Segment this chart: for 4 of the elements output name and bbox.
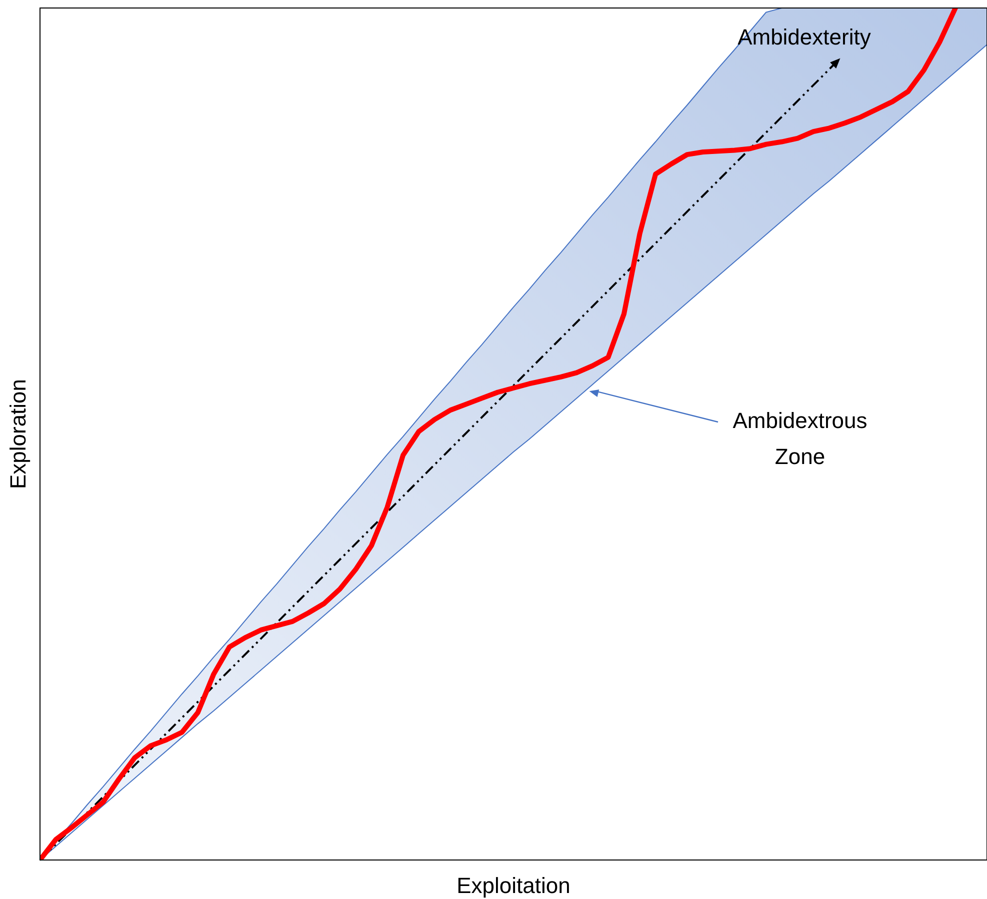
annotation: Ambidexterity [738,24,871,50]
y-axis-title: Exploration [6,378,31,490]
annotation: Ambidextrous Zone [732,408,868,469]
x-axis-title: Exploitation [456,873,570,898]
